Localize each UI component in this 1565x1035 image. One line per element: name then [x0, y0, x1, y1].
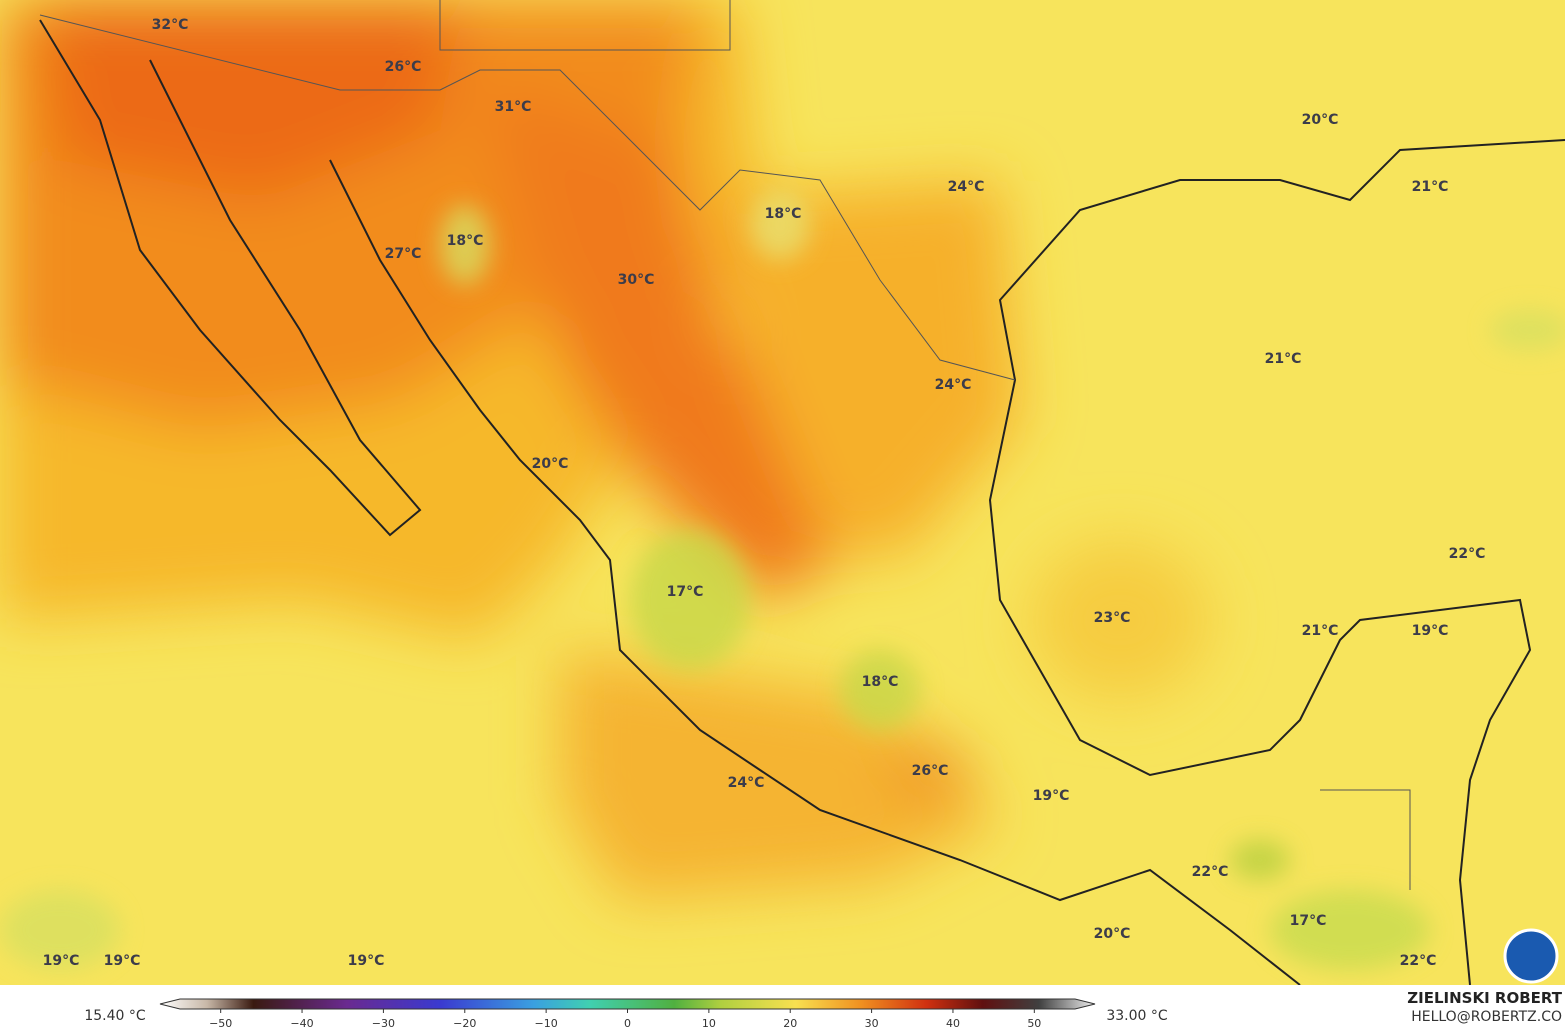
footer: [0, 985, 1565, 1035]
colorbar-tick-label: 10: [702, 1017, 716, 1030]
colorbar-tick-label: 0: [624, 1017, 631, 1030]
temperature-label: 20°C: [1302, 112, 1339, 128]
colorbar-tick-label: −20: [453, 1017, 476, 1030]
temperature-label: 18°C: [765, 206, 802, 222]
temperature-label: 17°C: [1290, 913, 1327, 929]
temperature-label: 23°C: [1094, 610, 1131, 626]
colorbar: −50 −40 −30 −20 −10 0 10 20 30 40 50: [159, 998, 1096, 1030]
temperature-label: 18°C: [447, 233, 484, 249]
temperature-label: 24°C: [728, 775, 765, 791]
noaa-logo: [1503, 928, 1559, 984]
colorbar-tick-label: −40: [290, 1017, 313, 1030]
temperature-label: 18°C: [862, 674, 899, 690]
temperature-label: 20°C: [1094, 926, 1131, 942]
colorbar-tick-label: −10: [535, 1017, 558, 1030]
temperature-label: 32°C: [152, 17, 189, 33]
temperature-label: 20°C: [532, 456, 569, 472]
colorbar-tick-label: −50: [209, 1017, 232, 1030]
colorbar-tick-label: 50: [1027, 1017, 1041, 1030]
min-label: 15.40 °C: [84, 1008, 146, 1024]
temperature-label: 24°C: [948, 179, 985, 195]
temperature-label: 21°C: [1302, 623, 1339, 639]
temperature-label: 22°C: [1192, 864, 1229, 880]
temperature-label: 19°C: [1412, 623, 1449, 639]
temperature-label: 21°C: [1412, 179, 1449, 195]
temperature-label: 19°C: [1033, 788, 1070, 804]
colorbar-bar: [159, 998, 1096, 1010]
coastline: [39, 19, 1565, 986]
colorbar-tick-label: −30: [372, 1017, 395, 1030]
temperature-label: 21°C: [1265, 351, 1302, 367]
temperature-label: 22°C: [1449, 546, 1486, 562]
colorbar-tick-label: 20: [783, 1017, 797, 1030]
borders: [39, 0, 1411, 890]
temperature-label: 24°C: [935, 377, 972, 393]
temperature-label: 30°C: [618, 272, 655, 288]
temperature-label: 19°C: [43, 953, 80, 969]
credit-name: ZIELINSKI ROBERT: [1407, 989, 1562, 1007]
colorbar-tick-label: 40: [946, 1017, 960, 1030]
credit-contact: HELLO@ROBERTZ.CO: [1411, 1009, 1562, 1025]
temperature-label: 26°C: [385, 59, 422, 75]
colorbar-tick-label: 30: [865, 1017, 879, 1030]
temperature-label: 22°C: [1400, 953, 1437, 969]
temperature-label: 19°C: [348, 953, 385, 969]
temperature-label: 17°C: [667, 584, 704, 600]
temperature-label: 27°C: [385, 246, 422, 262]
max-label: 33.00 °C: [1106, 1008, 1168, 1024]
map-labels: 32°C 26°C 31°C 20°C 24°C 21°C 18°C 18°C 27°C 30°C…: [43, 17, 1486, 969]
map-field: [0, 0, 1565, 985]
temperature-label: 19°C: [104, 953, 141, 969]
temperature-label: 31°C: [495, 99, 532, 115]
temperature-label: 26°C: [912, 763, 949, 779]
